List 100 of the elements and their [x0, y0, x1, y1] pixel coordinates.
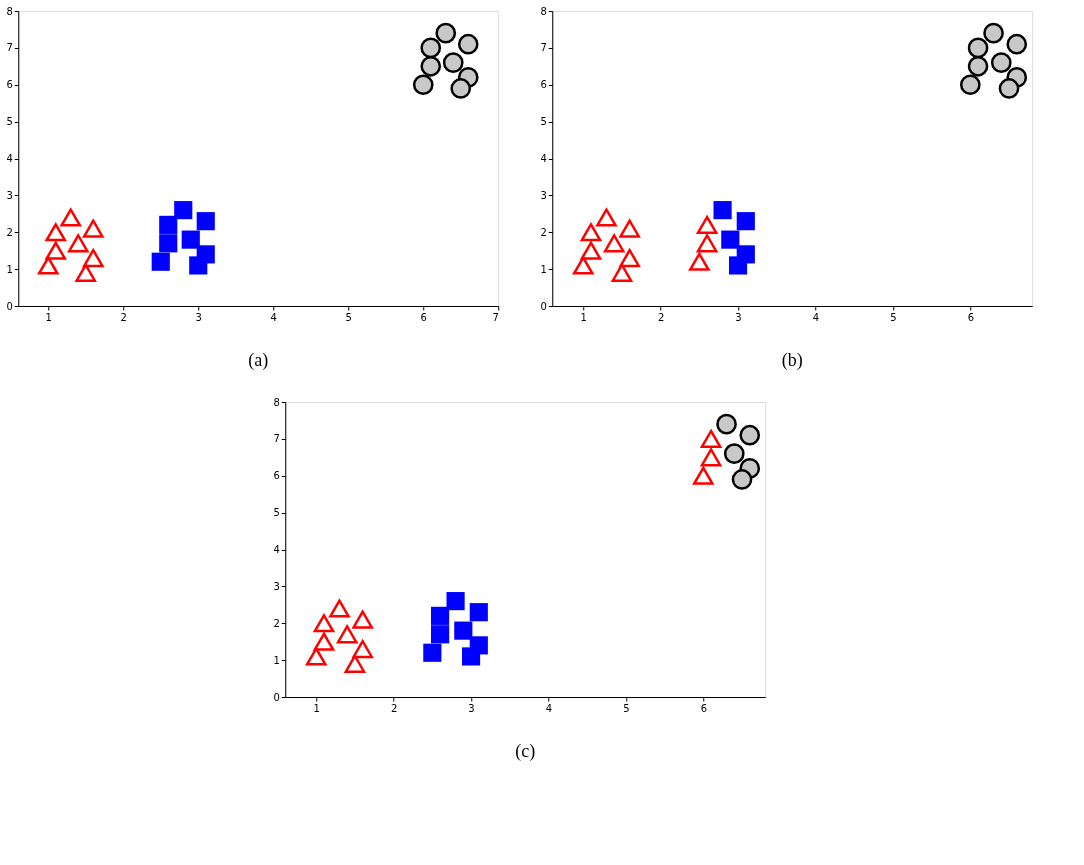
point	[450, 78, 472, 99]
y-tick-label: 7	[540, 42, 547, 54]
point	[313, 632, 335, 651]
y-tick-label: 5	[273, 507, 280, 519]
point	[336, 625, 358, 644]
text: (b)	[781, 350, 803, 371]
point	[469, 603, 488, 622]
point	[611, 263, 633, 282]
y-tick-label: 4	[273, 544, 280, 555]
point	[454, 621, 473, 640]
y-tick-label: 0	[540, 300, 547, 312]
point	[696, 234, 718, 253]
point	[692, 466, 714, 485]
point	[82, 219, 104, 238]
x-tick-label: 1	[45, 311, 52, 323]
point	[352, 639, 373, 659]
point	[967, 56, 989, 77]
y-tick-label: 5	[540, 116, 547, 128]
y-tick-label: 2	[6, 226, 13, 238]
point	[990, 52, 1012, 73]
point	[435, 22, 457, 44]
y-tick-label: 0	[6, 300, 13, 312]
point	[580, 241, 602, 260]
point	[1006, 33, 1028, 55]
x-tick-label: 2	[657, 311, 665, 323]
y-tick-label: 8	[540, 5, 547, 17]
point	[60, 208, 82, 227]
point	[700, 448, 722, 467]
x-tick-label: 7	[492, 311, 499, 323]
point	[420, 56, 442, 77]
point	[442, 52, 464, 73]
y-tick-label: 8	[6, 5, 13, 17]
point	[959, 74, 981, 96]
x-tick-label: 6	[967, 311, 974, 323]
x-tick-label: 5	[623, 702, 630, 714]
y-tick-label: 7	[273, 433, 280, 445]
point	[174, 201, 193, 220]
point	[329, 599, 350, 618]
point	[151, 252, 170, 271]
point	[159, 215, 178, 234]
text: (a)	[248, 350, 269, 371]
point	[696, 215, 718, 234]
point	[45, 223, 67, 242]
point	[67, 234, 89, 253]
point	[181, 230, 200, 249]
point	[352, 610, 373, 629]
point	[967, 37, 989, 59]
x-tick-label: 3	[735, 311, 742, 323]
text: (c)	[515, 741, 536, 762]
point	[721, 230, 740, 249]
x-tick-label: 5	[890, 311, 897, 323]
point	[420, 37, 442, 59]
point	[45, 241, 67, 260]
point	[700, 429, 722, 448]
point	[431, 606, 450, 625]
y-tick-label: 8	[273, 396, 280, 408]
y-tick-label: 3	[540, 189, 547, 201]
x-tick-label: 2	[120, 311, 127, 323]
y-tick-label: 2	[540, 226, 547, 238]
point	[196, 212, 215, 231]
point	[619, 219, 640, 238]
x-tick-label: 2	[390, 702, 398, 714]
point	[412, 74, 434, 96]
y-tick-label: 1	[540, 263, 547, 275]
x-tick-label: 6	[420, 311, 427, 323]
point	[82, 248, 104, 268]
y-tick-label: 4	[540, 153, 547, 164]
point	[619, 248, 640, 268]
point	[728, 256, 748, 275]
point	[983, 22, 1004, 44]
point	[689, 252, 710, 271]
y-tick-label: 0	[273, 691, 280, 703]
y-tick-label: 6	[540, 79, 547, 91]
x-tick-label: 4	[812, 311, 820, 323]
point	[344, 654, 366, 673]
y-tick-label: 6	[6, 79, 13, 91]
y-tick-label: 5	[6, 116, 13, 128]
point	[461, 647, 481, 666]
point	[723, 443, 745, 464]
x-tick-label: 3	[468, 702, 475, 714]
point	[716, 413, 737, 435]
point	[603, 234, 625, 253]
point	[736, 212, 755, 231]
x-tick-label: 1	[313, 702, 320, 714]
y-tick-label: 4	[6, 153, 13, 164]
y-tick-label: 2	[273, 617, 280, 629]
x-tick-label: 1	[580, 311, 587, 323]
x-tick-label: 5	[345, 311, 352, 323]
y-tick-label: 6	[273, 470, 280, 482]
point	[446, 592, 465, 611]
point	[998, 78, 1020, 99]
x-tick-label: 3	[195, 311, 202, 323]
point	[457, 33, 479, 55]
point	[423, 643, 442, 662]
point	[596, 208, 617, 227]
point	[313, 614, 335, 633]
y-tick-label: 1	[6, 263, 13, 275]
y-tick-label: 3	[273, 580, 280, 592]
y-tick-label: 3	[6, 189, 13, 201]
point	[159, 234, 178, 253]
